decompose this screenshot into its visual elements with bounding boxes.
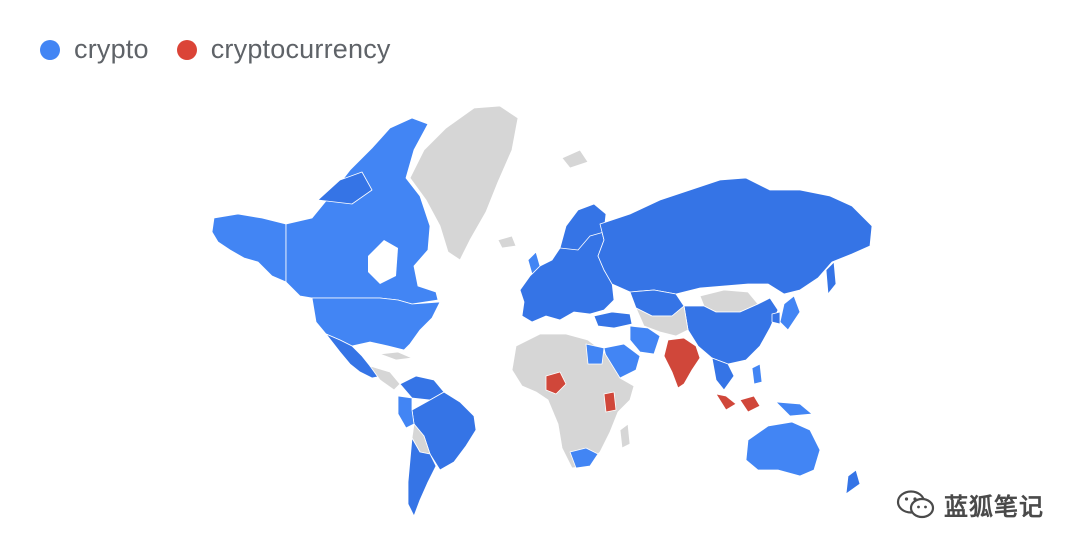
region-kenya[interactable] xyxy=(603,391,617,413)
region-alaska[interactable] xyxy=(211,213,287,283)
region-iran[interactable] xyxy=(629,325,661,355)
wechat-icon xyxy=(896,489,935,518)
region-cuba xyxy=(379,351,413,361)
region-central-america xyxy=(369,365,401,391)
region-iceland xyxy=(497,235,517,249)
region-greenland xyxy=(409,105,519,261)
region-nigeria[interactable] xyxy=(545,371,567,395)
legend-dot-crypto xyxy=(40,39,60,60)
legend-item-crypto[interactable]: crypto xyxy=(40,34,149,65)
region-new-zealand[interactable] xyxy=(845,469,861,495)
watermark-text: 蓝狐笔记 xyxy=(944,493,1044,521)
region-china[interactable] xyxy=(683,297,779,365)
legend-label-cryptocurrency: cryptocurrency xyxy=(210,34,391,64)
legend-label-crypto: crypto xyxy=(74,34,149,64)
region-turkey[interactable] xyxy=(593,311,633,329)
region-australia[interactable] xyxy=(745,421,821,477)
legend-item-cryptocurrency[interactable]: cryptocurrency xyxy=(176,34,391,65)
region-russia[interactable] xyxy=(597,177,873,295)
region-southeast-asia[interactable] xyxy=(711,357,735,391)
legend-dot-cryptocurrency xyxy=(176,39,197,60)
region-united-kingdom[interactable] xyxy=(527,251,541,275)
region-papua[interactable] xyxy=(775,401,813,417)
region-canada-arctic[interactable] xyxy=(317,171,373,205)
region-madagascar xyxy=(619,423,631,449)
region-canada[interactable] xyxy=(285,117,439,305)
region-central-asia xyxy=(635,305,689,337)
region-svalbard xyxy=(561,149,589,169)
region-argentina[interactable] xyxy=(407,437,437,517)
legend: crypto cryptocurrency xyxy=(40,34,391,65)
region-peru[interactable] xyxy=(397,395,415,429)
region-kamchatka[interactable] xyxy=(825,261,837,295)
region-africa xyxy=(511,333,635,469)
region-south-africa[interactable] xyxy=(569,447,599,469)
region-hudson-bay xyxy=(368,240,398,284)
region-india[interactable] xyxy=(663,337,701,389)
region-malaysia[interactable] xyxy=(715,393,737,411)
region-united-states[interactable] xyxy=(311,297,441,351)
region-south-korea[interactable] xyxy=(771,311,781,325)
region-philippines[interactable] xyxy=(751,363,763,385)
region-indonesia[interactable] xyxy=(739,395,761,413)
watermark: 蓝狐笔记 xyxy=(896,487,1044,522)
region-egypt[interactable] xyxy=(585,343,605,365)
region-japan[interactable] xyxy=(779,295,801,331)
region-scandinavia[interactable] xyxy=(559,203,607,251)
